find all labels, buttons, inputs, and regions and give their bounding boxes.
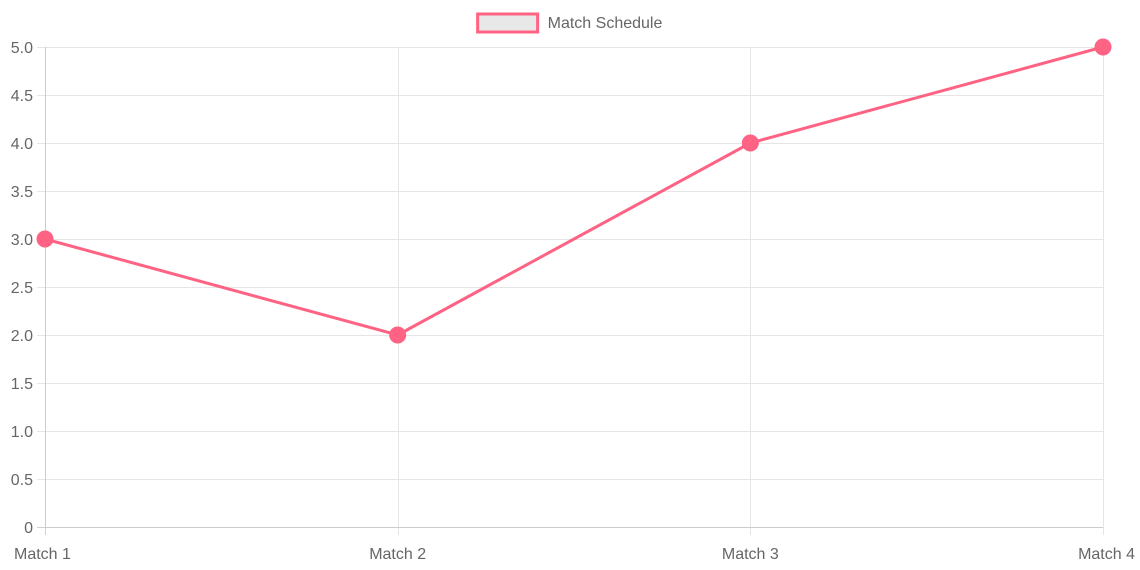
x-axis-tick-labels: Match 1 Match 2 Match 3 Match 4 [14,546,1135,563]
x-tick-label: Match 3 [722,546,779,563]
y-tick-label: 2.0 [11,328,33,345]
y-tick-label: 1.0 [11,424,33,441]
grid-lines [37,47,1104,535]
legend[interactable]: Match Schedule [476,12,663,34]
legend-swatch[interactable] [476,12,540,34]
y-tick-label: 0.5 [11,472,33,489]
y-tick-label: 4.5 [11,88,33,105]
x-tick-label: Match 4 [1078,546,1135,563]
data-point[interactable] [741,134,759,152]
y-tick-label: 5.0 [11,40,33,57]
data-point[interactable] [389,326,407,344]
series-lines [44,45,1104,337]
y-tick-label: 2.5 [11,280,33,297]
y-tick-label: 3.5 [11,184,33,201]
y-tick-label: 3.0 [11,232,33,249]
x-tick-label: Match 2 [369,546,426,563]
series-line-0 [44,45,1104,337]
y-axis-tick-labels: 0 0.5 1.0 1.5 2.0 2.5 3.0 3.5 4.0 4.5 5.0 [11,40,33,537]
data-points [36,38,1112,344]
x-tick-label: Match 1 [14,546,71,563]
y-tick-label: 1.5 [11,376,33,393]
axes [45,47,1103,528]
legend-label[interactable]: Match Schedule [548,15,663,32]
data-point[interactable] [36,230,54,248]
y-tick-label: 0 [24,520,33,537]
y-tick-label: 4.0 [11,136,33,153]
data-point[interactable] [1094,38,1112,56]
